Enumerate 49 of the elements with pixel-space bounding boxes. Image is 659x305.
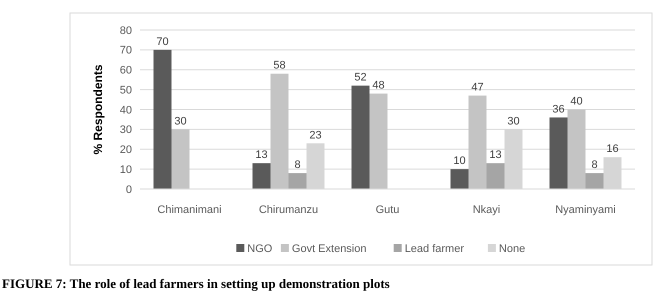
data-label: 23 [309, 129, 322, 142]
x-tick-label: Chirumanzu [258, 204, 318, 216]
bar [288, 173, 306, 189]
data-label: 52 [354, 72, 367, 84]
data-label: 30 [174, 115, 187, 128]
data-label: 47 [471, 82, 484, 94]
y-axis-title: % Respondents [91, 64, 105, 155]
data-label: 13 [489, 149, 502, 162]
x-tick-label: Nkayi [472, 204, 500, 216]
legend-label: Govt Extension [292, 242, 366, 255]
bar [586, 173, 604, 189]
data-label: 40 [570, 96, 583, 108]
y-tick-label: 30 [120, 124, 132, 136]
bar [486, 163, 504, 189]
data-label: 10 [453, 155, 466, 168]
y-tick-label: 10 [120, 164, 132, 176]
x-tick-label: Nyaminyami [555, 204, 616, 216]
bar [568, 110, 586, 189]
bar [450, 169, 468, 189]
y-tick-label: 80 [120, 24, 132, 37]
y-tick-label: 70 [120, 44, 132, 57]
legend-label: NGO [247, 242, 273, 255]
data-label: 13 [255, 149, 268, 162]
data-label: 30 [507, 115, 520, 128]
bar [172, 129, 190, 189]
x-tick-label: Chimanimani [157, 204, 222, 216]
legend-label: None [498, 242, 526, 255]
x-tick-label: Gutu [376, 204, 400, 216]
legend-label: Lead farmer [404, 242, 464, 255]
data-label: 8 [591, 159, 598, 172]
bar [550, 117, 568, 189]
bar [468, 96, 486, 189]
bar [154, 50, 172, 189]
text: FIGURE 7: The role of lead farmers in setting up demonstration plots [2, 276, 390, 291]
data-label: 48 [372, 80, 385, 92]
bar [370, 94, 388, 189]
bar [270, 74, 288, 189]
bar [352, 86, 370, 189]
data-label: 58 [273, 60, 286, 72]
y-tick-label: 40 [120, 104, 132, 116]
y-tick-label: 20 [120, 144, 132, 156]
y-tick-label: 60 [120, 64, 132, 77]
y-tick-label: 50 [120, 84, 132, 96]
bar [252, 163, 270, 189]
data-label: 70 [156, 36, 169, 48]
data-label: 16 [606, 143, 619, 156]
data-label: 8 [294, 159, 301, 172]
data-label: 36 [552, 103, 565, 116]
y-tick-label: 0 [126, 184, 132, 196]
